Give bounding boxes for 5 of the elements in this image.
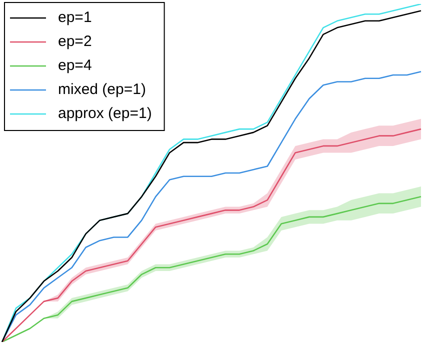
legend-label: mixed (ep=1) <box>58 81 146 98</box>
legend-label: ep=4 <box>58 57 92 74</box>
legend-label: ep=2 <box>58 33 92 50</box>
legend-label: ep=1 <box>58 9 92 26</box>
legend-label: approx (ep=1) <box>58 105 152 122</box>
